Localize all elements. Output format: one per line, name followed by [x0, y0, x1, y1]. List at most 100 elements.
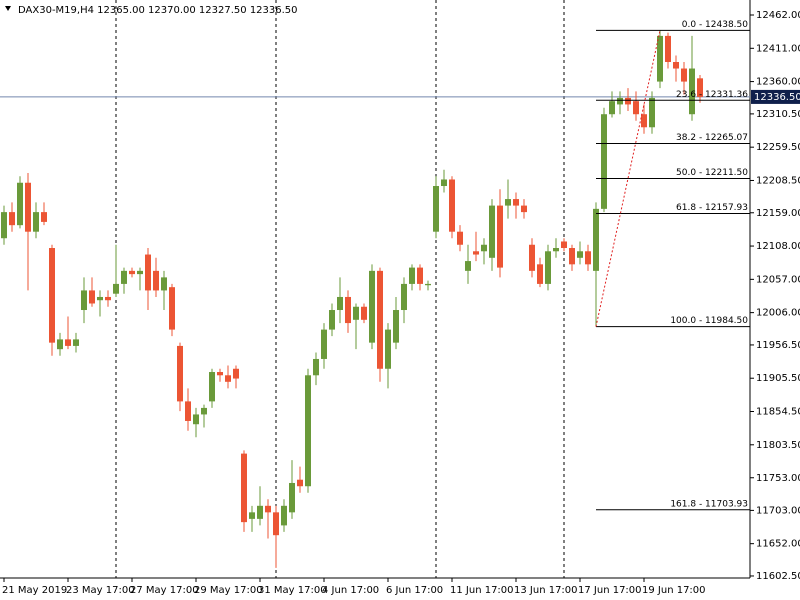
y-tick-label: 12411.00: [756, 43, 800, 54]
y-tick-label: 12006.00: [756, 308, 800, 319]
candle-body: [57, 339, 63, 350]
candle-body: [105, 296, 111, 301]
candle-body: [369, 270, 375, 343]
candle-body: [409, 267, 415, 284]
candle-body: [49, 248, 55, 343]
candle-body: [465, 261, 471, 271]
y-tick-label: 12310.50: [756, 109, 800, 120]
candle-body: [137, 270, 143, 275]
candle-body: [697, 78, 703, 97]
candle-body: [313, 358, 319, 376]
candle-body: [65, 339, 71, 346]
candle-body: [89, 290, 95, 304]
x-tick-label: 31 May 17:00: [258, 585, 327, 596]
y-tick-label: 11753.00: [756, 473, 800, 484]
fib-label: 23.6 - 12331.36: [676, 90, 748, 100]
fib-label: 38.2 - 12265.07: [676, 133, 748, 143]
y-tick-label: 11803.50: [756, 440, 800, 451]
candle-body: [257, 505, 263, 519]
x-tick-label: 27 May 17:00: [130, 585, 199, 596]
candle-body: [489, 205, 495, 258]
y-tick-label: 11602.50: [756, 571, 800, 582]
candle-body: [481, 244, 487, 252]
candle-body: [633, 101, 639, 115]
candle-body: [201, 407, 207, 415]
chart-icon: [5, 6, 11, 11]
candle-body: [289, 482, 295, 513]
candle-body: [593, 208, 599, 271]
candle-body: [417, 267, 423, 284]
candle-body: [249, 512, 255, 519]
candle-body: [9, 212, 15, 226]
x-tick-label: 17 Jun 17:00: [578, 585, 642, 596]
candle-body: [297, 479, 303, 487]
candle-body: [233, 368, 239, 379]
y-tick-label: 12208.50: [756, 175, 800, 186]
candle-body: [473, 251, 479, 255]
candle-body: [113, 283, 119, 294]
candle-body: [553, 248, 559, 252]
candle-body: [609, 101, 615, 115]
candle-body: [537, 264, 543, 284]
y-tick-label: 11956.50: [756, 340, 800, 351]
candle-body: [385, 329, 391, 369]
candle-body: [513, 199, 519, 206]
candle-body: [161, 277, 167, 291]
candle-body: [321, 329, 327, 359]
x-tick-label: 13 Jun 17:00: [514, 585, 578, 596]
candle-body: [585, 251, 591, 265]
candle-body: [665, 35, 671, 63]
candle-body: [689, 68, 695, 115]
y-tick-label: 12159.00: [756, 208, 800, 219]
candle-body: [217, 372, 223, 376]
x-tick-label: 21 May 2019: [2, 585, 67, 596]
candle-body: [225, 375, 231, 382]
candle-body: [241, 453, 247, 523]
y-tick-label: 11854.50: [756, 407, 800, 418]
candle-body: [361, 306, 367, 320]
x-tick-label: 11 Jun 17:00: [450, 585, 514, 596]
candle-body: [121, 270, 127, 284]
candle-body: [129, 270, 135, 275]
fib-label: 100.0 - 11984.50: [670, 316, 748, 326]
current-price-box: [751, 89, 800, 104]
candle-body: [377, 270, 383, 369]
candle-body: [529, 244, 535, 271]
y-tick-label: 11905.50: [756, 373, 800, 384]
candle-body: [177, 345, 183, 402]
y-tick-label: 12057.00: [756, 274, 800, 285]
candle-body: [281, 505, 287, 526]
x-tick-label: 6 Jun 17:00: [386, 585, 443, 596]
candle-body: [401, 283, 407, 311]
fib-label: 0.0 - 12438.50: [682, 20, 748, 30]
candle-body: [641, 114, 647, 128]
y-tick-label: 12360.00: [756, 77, 800, 88]
candle-body: [433, 186, 439, 232]
candle-body: [41, 212, 47, 222]
y-tick-label: 12259.50: [756, 142, 800, 153]
x-tick-label: 19 Jun 17:00: [642, 585, 706, 596]
candle-body: [617, 97, 623, 105]
candle-body: [193, 414, 199, 425]
candle-body: [209, 372, 215, 402]
candle-body: [457, 231, 463, 245]
candle-body: [505, 199, 511, 206]
x-tick-label: 29 May 17:00: [194, 585, 263, 596]
candle-body: [577, 251, 583, 258]
candle-body: [393, 310, 399, 343]
candle-body: [425, 283, 431, 286]
candle-body: [521, 205, 527, 213]
current-price-label: 12336.50: [754, 92, 800, 103]
candle-body: [681, 68, 687, 82]
candle-body: [601, 114, 607, 209]
candle-body: [673, 62, 679, 69]
fib-label: 50.0 - 12211.50: [676, 168, 748, 178]
candle-body: [561, 241, 567, 249]
fib-label: 61.8 - 12157.93: [676, 203, 748, 213]
candle-body: [329, 310, 335, 330]
candle-body: [273, 512, 279, 536]
candle-body: [97, 296, 103, 301]
candle-body: [337, 296, 343, 311]
